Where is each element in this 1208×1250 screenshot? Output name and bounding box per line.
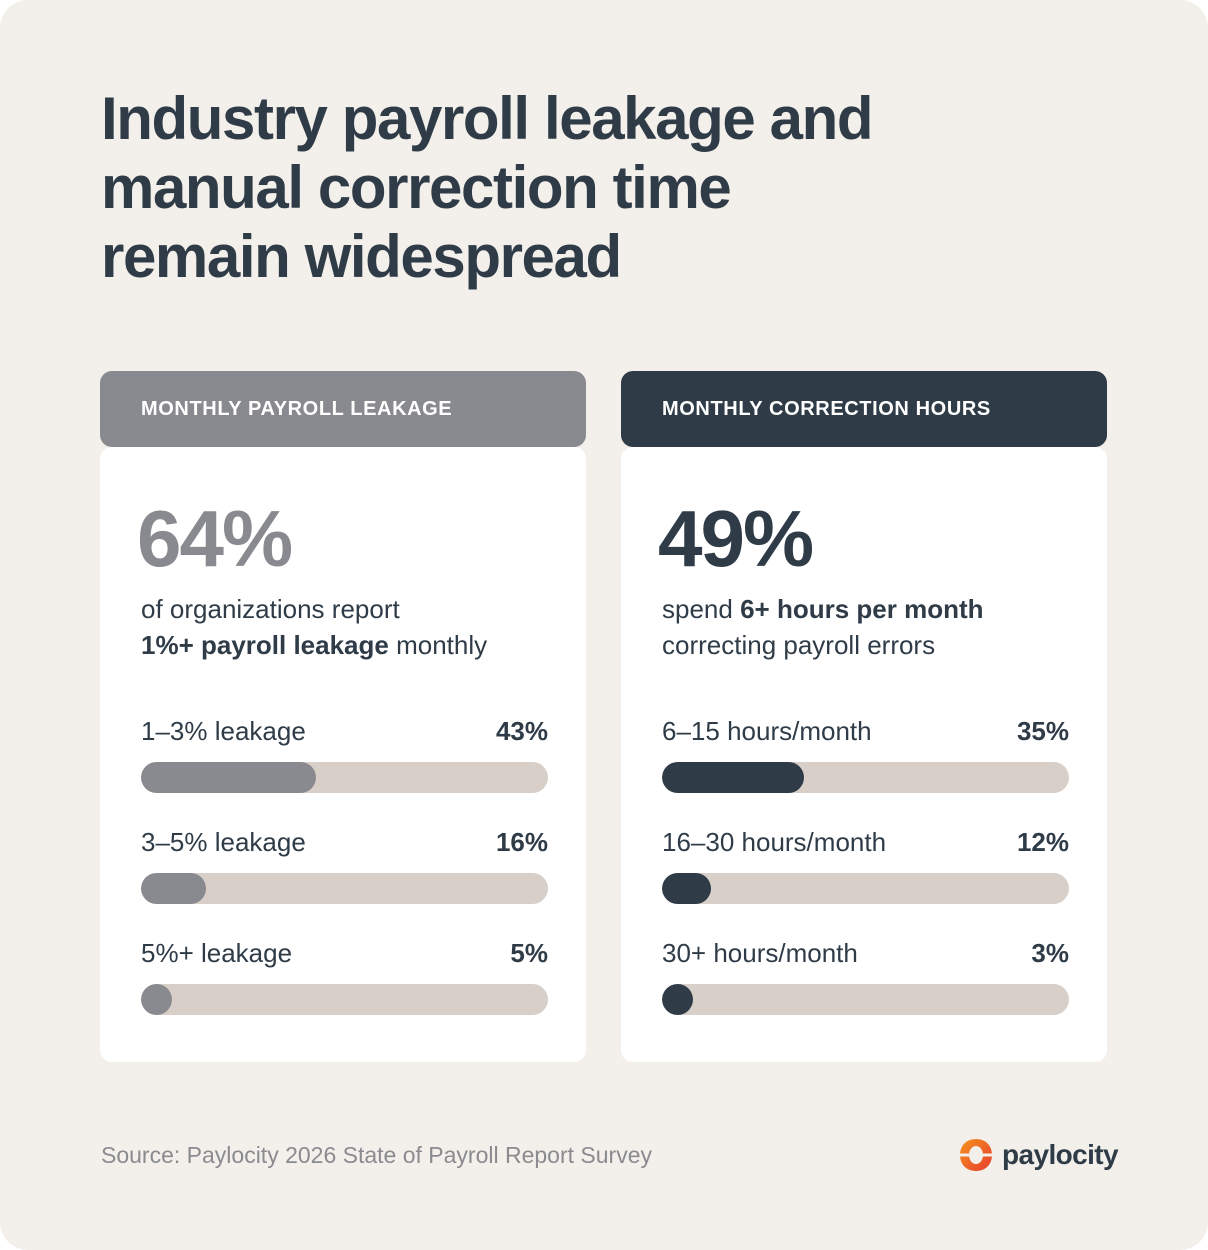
bar-fill	[141, 873, 207, 904]
bar-row: 6–15 hours/month 35%	[662, 715, 1069, 826]
panel-header: MONTHLY CORRECTION HOURS	[621, 371, 1107, 447]
bar-track	[141, 762, 548, 793]
bar-row: 3–5% leakage 16%	[141, 826, 548, 937]
description-bold: 1%+ payroll leakage	[141, 630, 389, 660]
headline-description: of organizations report 1%+ payroll leak…	[141, 591, 561, 663]
panel-body: 64% of organizations report 1%+ payroll …	[100, 447, 586, 1062]
description-line-1: spend 6+ hours per month	[662, 591, 1082, 627]
headline-description: spend 6+ hours per month correcting payr…	[662, 591, 1082, 663]
payroll-leakage-panel: MONTHLY PAYROLL LEAKAGE 64% of organizat…	[100, 371, 586, 1062]
panel-body: 49% spend 6+ hours per month correcting …	[621, 447, 1107, 1062]
panel-header-label: MONTHLY CORRECTION HOURS	[662, 397, 991, 420]
description-line-1: of organizations report	[141, 594, 400, 624]
page-title: Industry payroll leakage and manual corr…	[101, 85, 873, 290]
bar-value: 35%	[1016, 716, 1069, 746]
bar-fill	[662, 984, 693, 1015]
bar-fill	[141, 762, 316, 793]
bar-list: 6–15 hours/month 35% 16–30 hours/month 12%…	[662, 715, 1069, 1048]
bar-track	[662, 984, 1069, 1015]
bar-label: 1–3% leakage	[141, 716, 306, 746]
bar-label: 30+ hours/month	[662, 938, 858, 968]
description-pre: spend	[662, 594, 741, 624]
paylocity-logo: paylocity	[958, 1137, 1119, 1173]
bar-value: 12%	[1016, 827, 1069, 857]
panel-header: MONTHLY PAYROLL LEAKAGE	[100, 371, 586, 447]
bar-value: 5%	[510, 938, 548, 968]
bar-row: 1–3% leakage 43%	[141, 715, 548, 826]
headline-stat: 49%	[658, 494, 814, 583]
correction-hours-panel: MONTHLY CORRECTION HOURS 49% spend 6+ ho…	[621, 371, 1107, 1062]
bar-fill	[662, 762, 805, 793]
bar-label: 3–5% leakage	[141, 827, 306, 857]
bar-row: 16–30 hours/month 12%	[662, 826, 1069, 937]
description-line-2: 1%+ payroll leakage monthly	[141, 627, 561, 663]
bar-track	[141, 873, 548, 904]
headline-stat: 64%	[137, 494, 293, 583]
bar-label: 5%+ leakage	[141, 938, 293, 968]
description-line-2: correcting payroll errors	[662, 630, 936, 660]
bar-list: 1–3% leakage 43% 3–5% leakage 16% 5%+ leak…	[141, 715, 548, 1048]
bar-value: 16%	[495, 827, 548, 857]
bar-label: 6–15 hours/month	[662, 716, 872, 746]
logo-wordmark: paylocity	[1002, 1139, 1119, 1170]
panel-header-label: MONTHLY PAYROLL LEAKAGE	[141, 397, 453, 420]
bar-track	[141, 984, 548, 1015]
bar-value: 3%	[1031, 938, 1069, 968]
bar-row: 30+ hours/month 3%	[662, 937, 1069, 1048]
source-citation: Source: Paylocity 2026 State of Payroll …	[101, 1142, 653, 1168]
description-bold: 6+ hours per month	[740, 594, 984, 624]
bar-value: 43%	[495, 716, 548, 746]
bar-track	[662, 873, 1069, 904]
bar-row: 5%+ leakage 5%	[141, 937, 548, 1048]
paylocity-logo-icon	[958, 1139, 994, 1171]
bar-fill	[662, 873, 711, 904]
description-rest: monthly	[388, 630, 488, 660]
bar-label: 16–30 hours/month	[662, 827, 887, 857]
bar-fill	[141, 984, 172, 1015]
bar-track	[662, 762, 1069, 793]
